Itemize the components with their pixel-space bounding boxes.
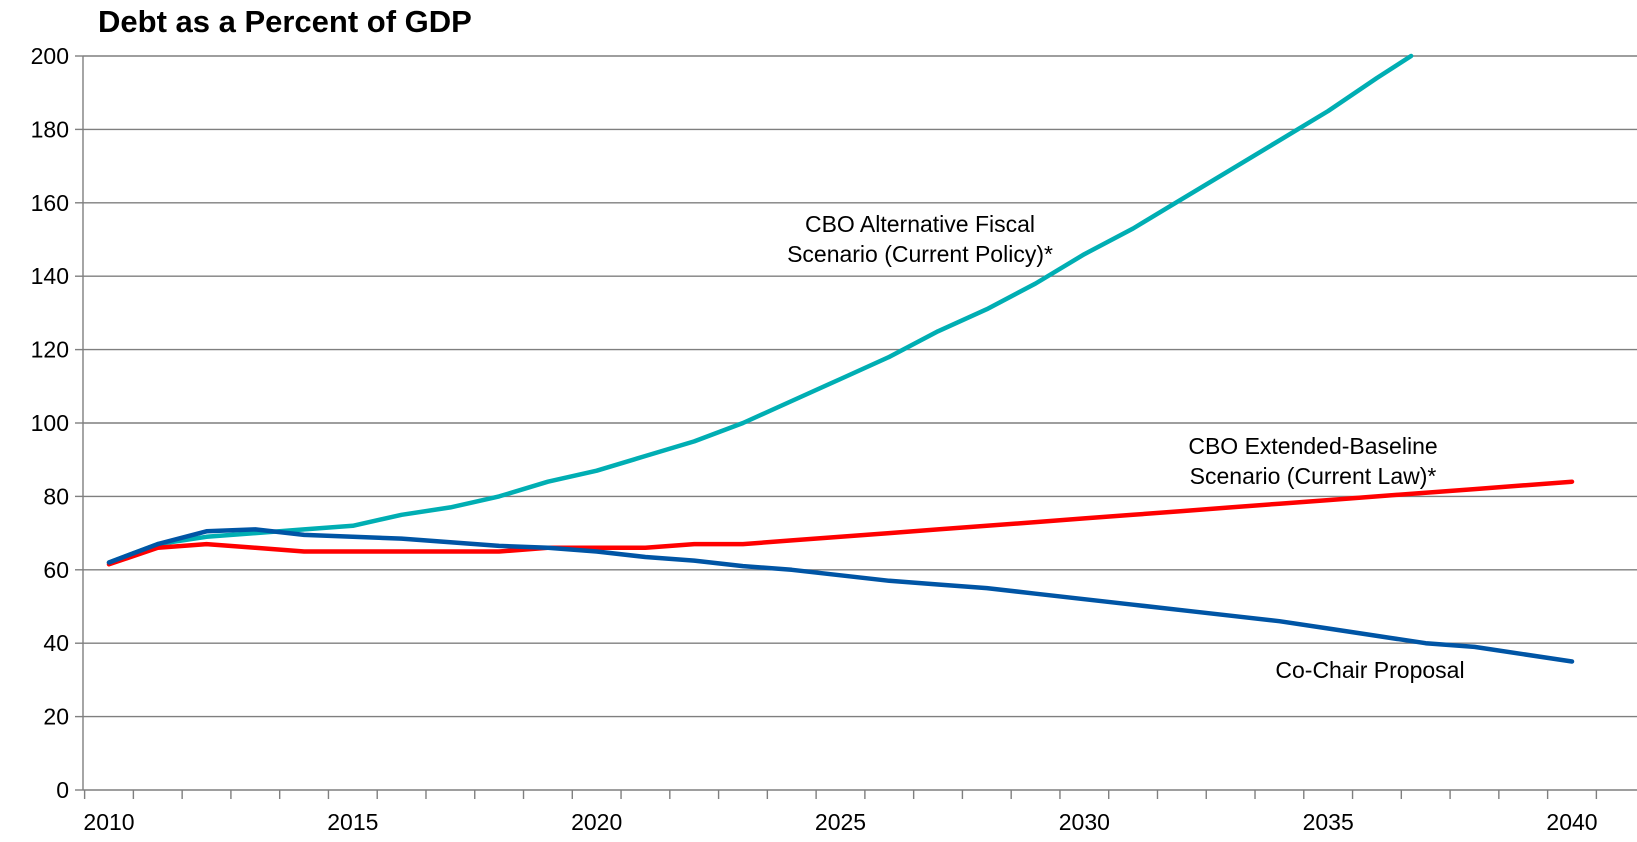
series-lines (106, 53, 1575, 664)
label-alternative-fiscal: CBO Alternative Fiscal (805, 211, 1035, 237)
series-line-extended-baseline (106, 479, 1575, 567)
series-line-co-chair (106, 527, 1575, 664)
x-tick-label: 2015 (327, 809, 378, 835)
label-alternative-fiscal: Scenario (Current Policy)* (787, 241, 1053, 267)
x-tick-label: 2025 (815, 809, 866, 835)
y-tick-label: 100 (31, 410, 69, 436)
gridlines (83, 55, 1637, 718)
y-tick-label: 140 (31, 263, 69, 289)
label-co-chair: Co-Chair Proposal (1275, 657, 1464, 683)
x-tick-label: 2035 (1303, 809, 1354, 835)
y-tick-label: 20 (43, 704, 69, 730)
chart-title: Debt as a Percent of GDP (98, 4, 472, 39)
x-tick-label: 2040 (1546, 809, 1597, 835)
x-tick-label: 2020 (571, 809, 622, 835)
x-tick-label: 2010 (83, 809, 134, 835)
series-labels: CBO Alternative Fiscal Scenario (Current … (787, 211, 1465, 683)
y-tick-label: 0 (56, 777, 69, 803)
label-extended-baseline: CBO Extended-Baseline (1188, 433, 1437, 459)
series-line-alternative-fiscal (106, 53, 1414, 565)
y-tick-label: 180 (31, 116, 69, 142)
y-tick-label: 120 (31, 337, 69, 363)
y-tick-label: 60 (43, 557, 69, 583)
y-tick-label: 200 (31, 43, 69, 69)
y-tick-label: 40 (43, 630, 69, 656)
y-tick-label: 160 (31, 190, 69, 216)
label-extended-baseline: Scenario (Current Law)* (1190, 463, 1437, 489)
x-tick-label: 2030 (1059, 809, 1110, 835)
y-tick-label: 80 (43, 483, 69, 509)
